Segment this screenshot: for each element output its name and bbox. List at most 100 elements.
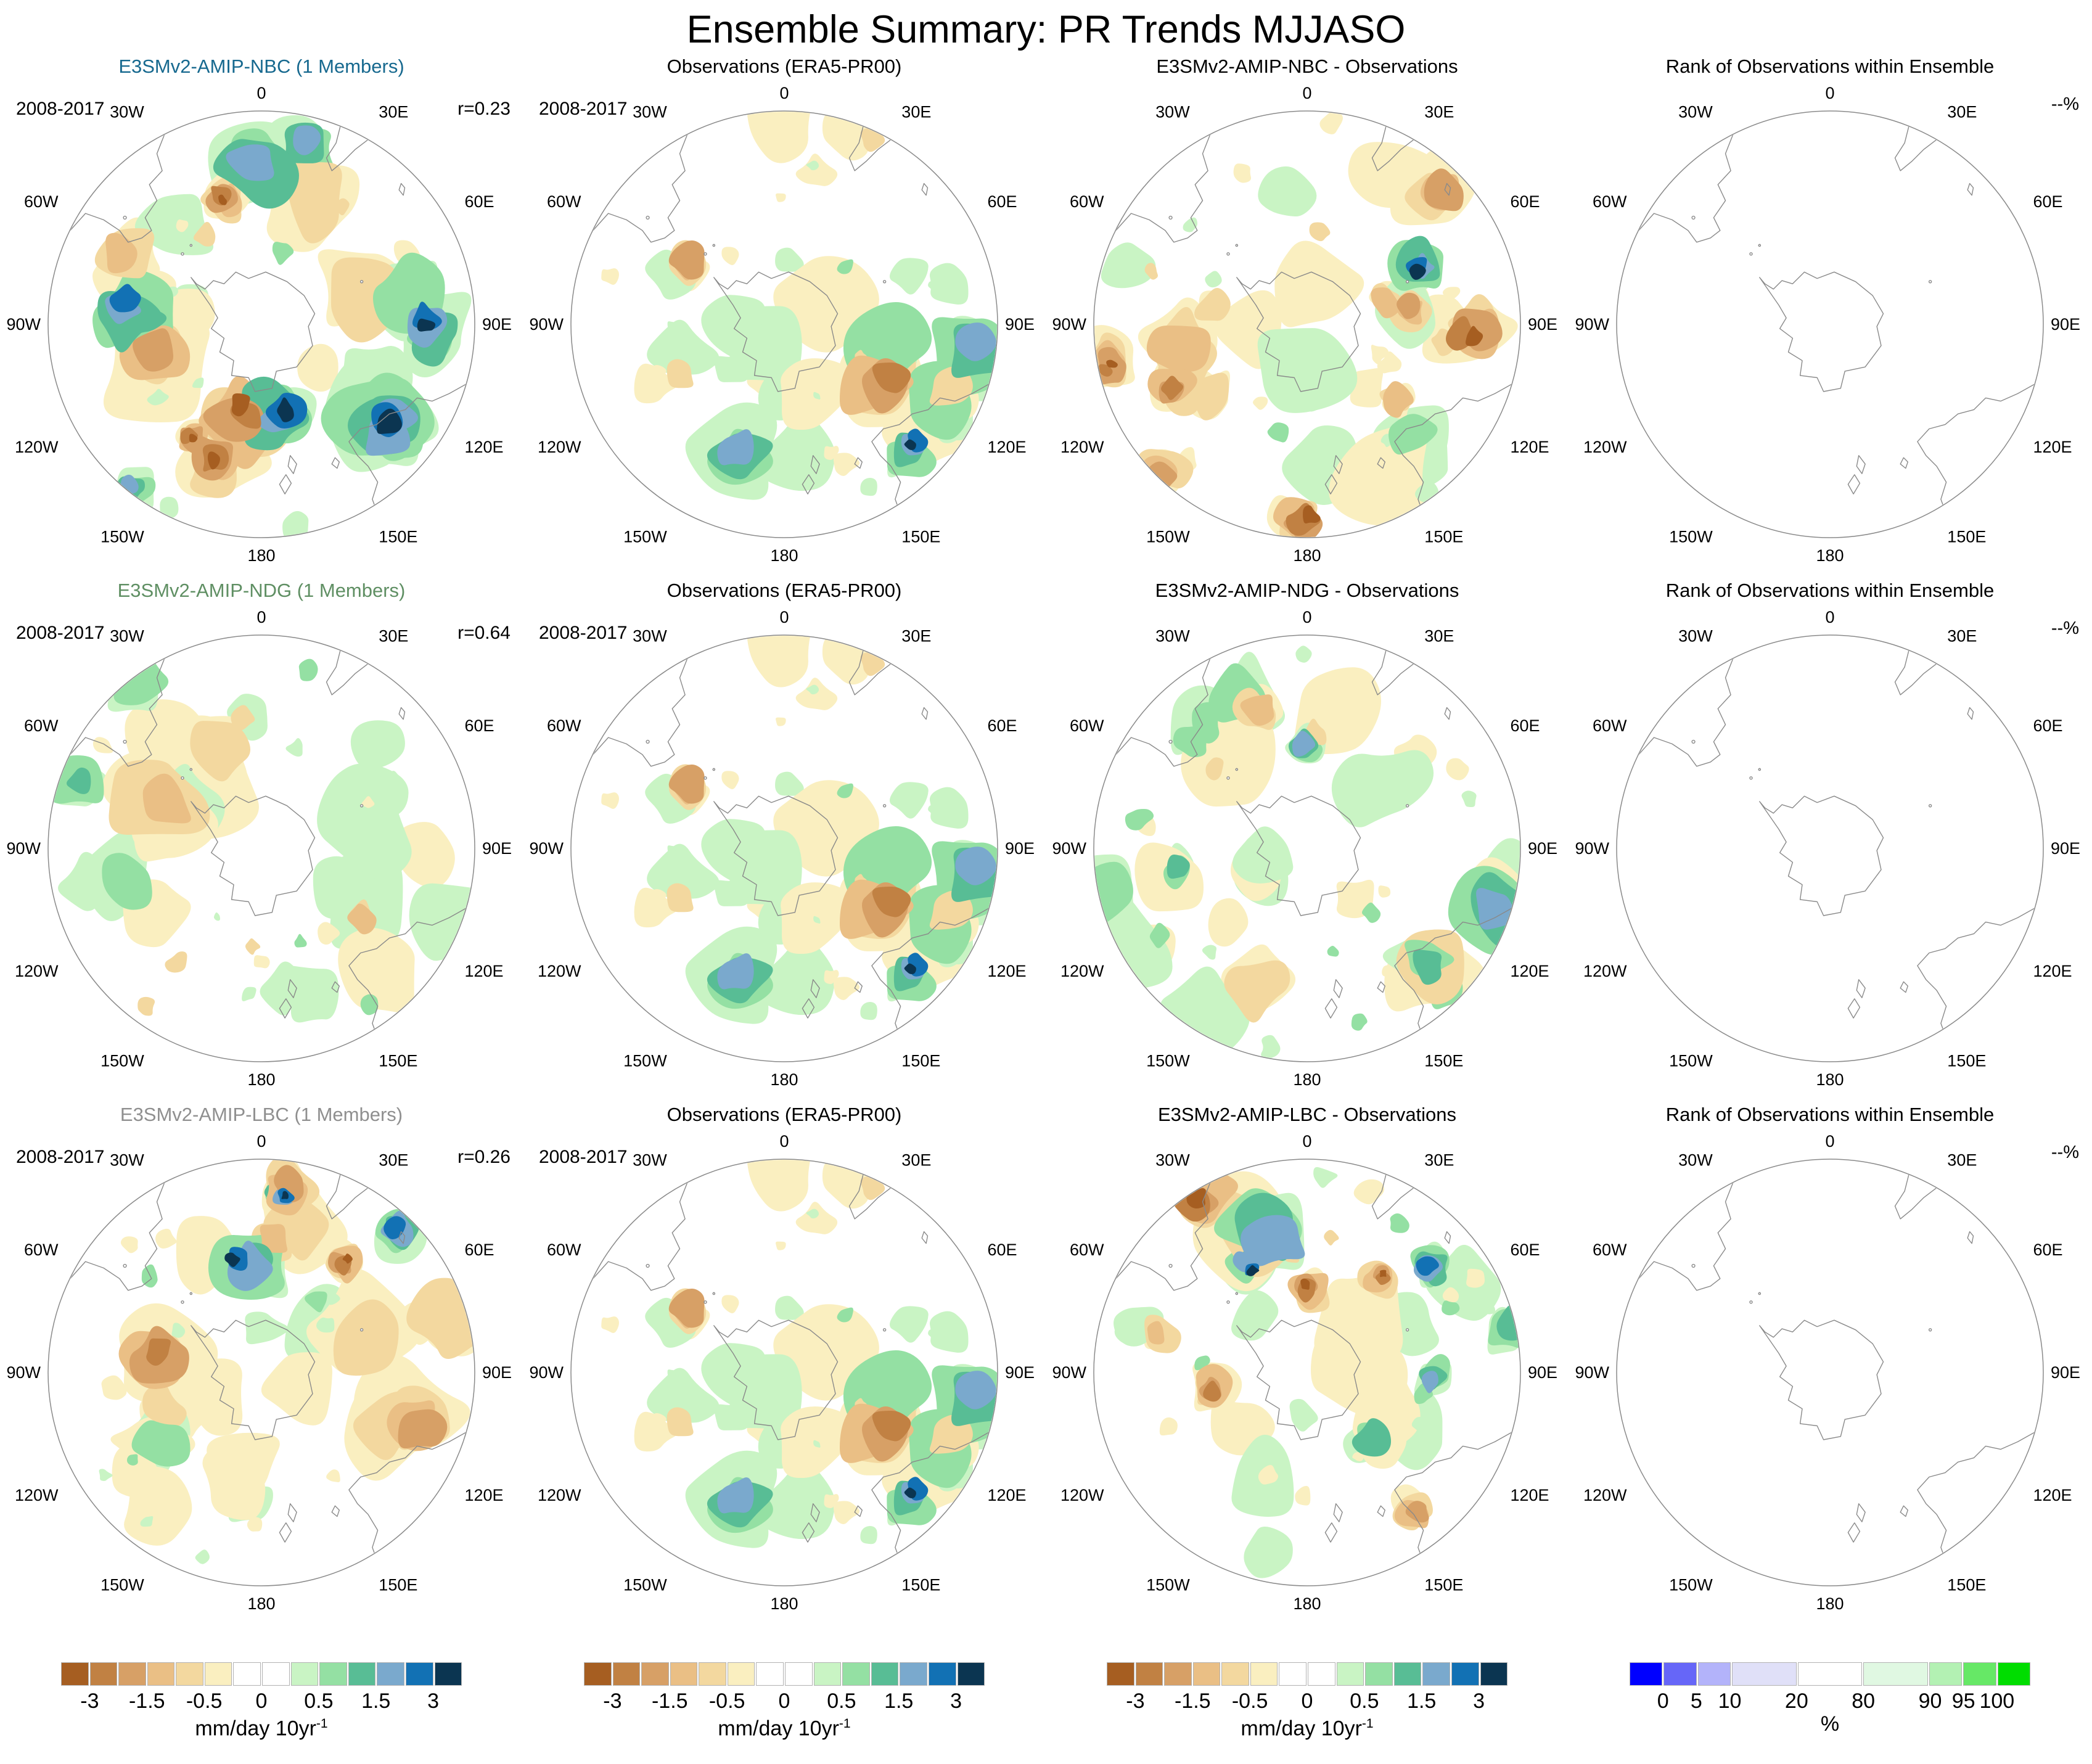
lon-label-0: 0 (779, 84, 789, 102)
lon-label-120E: 120E (1511, 438, 1549, 456)
lon-label-90E: 90E (1528, 839, 1557, 858)
lon-label-180: 180 (247, 1594, 275, 1613)
lon-label-180: 180 (247, 546, 275, 565)
trend-colorbar-col2: -3 -1.5 -0.5 0 0.5 1.5 3 mm/day 10yr-1 (523, 1622, 1046, 1740)
lon-label-60E: 60E (465, 716, 494, 735)
lon-label-150W: 150W (100, 1051, 144, 1070)
colorbar-tick-label: -0.5 (186, 1689, 223, 1713)
lon-label-30W: 30W (1678, 103, 1713, 121)
lon-label-60E: 60E (2033, 192, 2063, 211)
lon-label-90W: 90W (6, 1363, 41, 1382)
lon-label-90E: 90E (482, 1363, 512, 1382)
trend-colorbar-ticks: -3 -1.5 -0.5 0 0.5 1.5 3 (584, 1686, 985, 1713)
lon-label-90W: 90W (1052, 839, 1086, 858)
lon-label-150W: 150W (1146, 1051, 1190, 1070)
lon-label-150W: 150W (623, 1051, 667, 1070)
lon-label-0: 0 (779, 608, 789, 626)
lon-label-30E: 30E (901, 103, 931, 121)
colorbar-segment (871, 1662, 899, 1686)
colorbar-tick-label: -3 (80, 1689, 99, 1713)
colorbar-segment (1697, 1662, 1731, 1686)
map-grid: E3SMv2-AMIP-NBC (1 Members) 0 30E 60E 90E 12… (0, 49, 2092, 1622)
lon-label-150W: 150W (100, 527, 144, 546)
colorbar-tick-label: -3 (603, 1689, 622, 1713)
colorbar-segment (1797, 1662, 1863, 1686)
lon-label-60W: 60W (24, 1241, 59, 1259)
lon-label-90W: 90W (1575, 839, 1609, 858)
lon-label-180: 180 (1293, 546, 1321, 565)
lon-label-60W: 60W (1070, 1241, 1104, 1259)
lon-label-150E: 150E (1424, 527, 1463, 546)
lon-label-30E: 30E (1947, 103, 1977, 121)
colorbar-tick-label: 0.5 (1350, 1689, 1379, 1713)
lon-label-60E: 60E (1511, 716, 1540, 735)
lon-label-120E: 120E (988, 438, 1027, 456)
lon-label-0: 0 (1825, 608, 1834, 626)
colorbar-tick-label: 0.5 (827, 1689, 856, 1713)
colorbar-segment (670, 1662, 698, 1686)
colorbar-tick-label: 1.5 (1407, 1689, 1437, 1713)
lon-label-150E: 150E (1947, 1575, 1986, 1594)
lon-label-120E: 120E (2033, 962, 2072, 980)
panel-observations-row1: Observations (ERA5-PR00) 0 30E 60E 90E 120E 1… (523, 49, 1046, 573)
colorbar-segment (1164, 1662, 1192, 1686)
colorbar-tick-label: 0 (255, 1689, 268, 1713)
colorbar-segment (699, 1662, 726, 1686)
difference-map-row2: 0 30E 60E 90E 120E 150E 180 150W 120W 90W 60W 30W (1052, 608, 1557, 1089)
lon-label-60W: 60W (547, 192, 581, 211)
figure-title: Ensemble Summary: PR Trends MJJASO (686, 8, 1406, 51)
lon-label-120E: 120E (2033, 1486, 2072, 1504)
lon-label-0: 0 (1825, 1132, 1834, 1151)
lon-label-30W: 30W (1678, 1151, 1713, 1170)
lon-label-30E: 30E (901, 1151, 931, 1170)
lon-label-150W: 150W (1669, 1051, 1713, 1070)
colorbar-segment (1192, 1662, 1221, 1686)
panel-title-difference-row2: E3SMv2-AMIP-NDG - Observations (1155, 580, 1459, 601)
panel-model-trend-row2: E3SMv2-AMIP-NDG (1 Members) 0 30E 60E 90E 12… (0, 573, 523, 1097)
lon-label-150E: 150E (901, 1051, 940, 1070)
lon-label-90W: 90W (529, 1363, 564, 1382)
lon-label-30W: 30W (1155, 627, 1190, 646)
colorbar-tick-label: -0.5 (708, 1689, 745, 1713)
lon-label-150W: 150W (623, 1575, 667, 1594)
panel-title-model-row3: E3SMv2-AMIP-LBC (1 Members) (120, 1104, 403, 1125)
colorbar-tick-label: 1.5 (361, 1689, 391, 1713)
lon-label-180: 180 (770, 1070, 798, 1089)
lon-label-120W: 120W (1060, 1486, 1104, 1504)
colorbar-segment (1480, 1662, 1508, 1686)
colorbar-tick-label: 90 (1918, 1689, 1942, 1713)
lon-label-120E: 120E (1511, 1486, 1549, 1504)
colorbar-segment (957, 1662, 985, 1686)
colorbar-segment (262, 1662, 290, 1686)
colorbar-segment (813, 1662, 842, 1686)
panel-title-rank-row3: Rank of Observations within Ensemble (1665, 1104, 1995, 1125)
lon-label-120E: 120E (988, 1486, 1027, 1504)
pattern-correlation-label: r=0.23 (457, 99, 511, 119)
trend-colorbar-unit: mm/day 10yr-1 (195, 1717, 328, 1741)
colorbar-tick-label: -1.5 (128, 1689, 165, 1713)
lon-label-60E: 60E (2033, 1241, 2063, 1259)
colorbar-segment (1422, 1662, 1450, 1686)
trend-colorbar-swatches (1107, 1662, 1508, 1686)
lon-label-30E: 30E (379, 1151, 408, 1170)
lon-label-150E: 150E (1947, 1051, 1986, 1070)
lon-label-120W: 120W (1583, 962, 1627, 980)
colorbar-tick-label: 0 (1301, 1689, 1313, 1713)
lon-label-90E: 90E (1528, 1363, 1557, 1382)
colorbar-segment (785, 1662, 813, 1686)
rank-percent-label: --% (2051, 94, 2079, 114)
panel-observations-row2: Observations (ERA5-PR00) 0 30E 60E 90E 120E 1… (523, 573, 1046, 1097)
lon-label-120E: 120E (465, 1486, 504, 1504)
lon-label-60W: 60W (1070, 716, 1104, 735)
colorbar-segment (727, 1662, 755, 1686)
period-label: 2008-2017 (16, 1147, 104, 1167)
lon-label-60W: 60W (24, 192, 59, 211)
lon-label-90W: 90W (529, 315, 564, 334)
lon-label-180: 180 (1293, 1594, 1321, 1613)
lon-label-30E: 30E (1424, 627, 1454, 646)
panel-title-difference-row1: E3SMv2-AMIP-NBC - Observations (1156, 55, 1458, 77)
lon-label-90E: 90E (482, 839, 512, 858)
lon-label-30W: 30W (633, 627, 667, 646)
lon-label-60W: 60W (1070, 192, 1104, 211)
colorbar-segment (1365, 1662, 1393, 1686)
